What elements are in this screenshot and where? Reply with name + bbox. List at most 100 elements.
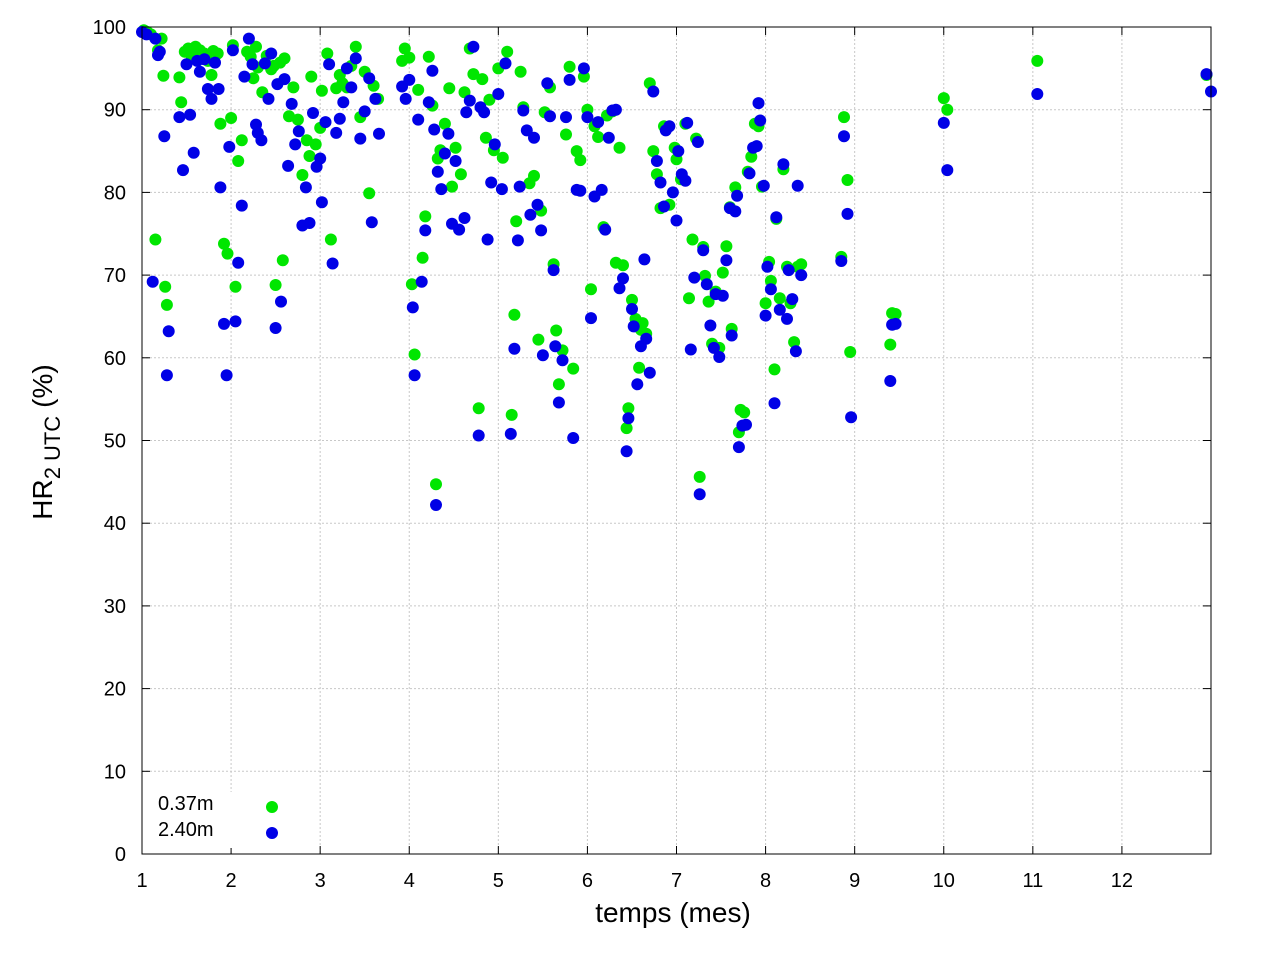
data-point [716, 266, 729, 279]
data-point [761, 260, 774, 273]
y-tick-label: 80 [104, 182, 126, 204]
data-point [269, 279, 282, 291]
x-tick-label: 10 [933, 870, 955, 892]
data-point [232, 155, 245, 167]
data-point [289, 138, 302, 151]
data-point [884, 338, 897, 351]
y-tick-label: 90 [104, 100, 126, 122]
data-point [299, 181, 312, 194]
data-point [937, 116, 950, 129]
data-point [303, 217, 316, 229]
data-point [889, 317, 902, 330]
data-point [556, 354, 569, 367]
data-point [716, 289, 729, 302]
data-point [617, 259, 629, 272]
data-point [617, 272, 629, 285]
data-point [841, 207, 854, 220]
data-point [754, 114, 767, 127]
legend-marker-0 [266, 801, 278, 813]
data-point [686, 233, 699, 246]
data-point [209, 56, 221, 69]
data-point [602, 131, 615, 144]
data-point [791, 179, 804, 192]
data-point [532, 333, 545, 346]
data-point [496, 151, 509, 164]
data-point [278, 52, 291, 65]
data-point [835, 255, 848, 267]
data-point [627, 320, 640, 333]
data-point [720, 240, 733, 253]
data-point [795, 269, 808, 282]
data-point [262, 92, 275, 105]
data-point [307, 107, 319, 119]
data-point [585, 312, 597, 325]
data-point [567, 362, 580, 375]
data-point [177, 164, 189, 177]
y-axis-title-main: HR [27, 479, 58, 519]
data-point [838, 130, 850, 143]
data-point [363, 72, 376, 85]
x-tick-label: 9 [849, 870, 860, 892]
y-tick-label: 10 [104, 761, 126, 783]
data-point [140, 28, 153, 41]
data-point [146, 275, 159, 288]
data-point [845, 411, 858, 424]
data-point [732, 441, 745, 454]
data-point [492, 88, 505, 100]
data-point [757, 179, 770, 192]
data-point [291, 113, 304, 126]
data-point [430, 499, 442, 511]
data-point [574, 154, 587, 167]
data-point [479, 131, 492, 144]
data-point [292, 125, 305, 138]
data-point [567, 432, 580, 444]
data-point [838, 111, 850, 124]
data-point [415, 275, 428, 288]
data-point [613, 282, 626, 295]
data-point [403, 51, 416, 64]
data-point [488, 138, 501, 151]
data-point [428, 123, 441, 136]
data-point [435, 183, 448, 196]
data-point [460, 106, 473, 119]
data-point [275, 295, 287, 308]
data-point [574, 184, 587, 197]
data-point [193, 65, 206, 78]
data-point [626, 293, 638, 306]
data-point [363, 187, 376, 200]
data-point [683, 292, 695, 305]
data-point [467, 40, 480, 53]
data-point [684, 343, 697, 356]
data-point [520, 124, 533, 137]
data-point [592, 116, 605, 129]
data-point [354, 132, 367, 145]
y-axis-title: HR2 UTC (%) [27, 364, 65, 519]
data-point [570, 145, 583, 158]
data-point [941, 164, 954, 177]
data-point [622, 402, 635, 415]
data-point [153, 45, 166, 58]
y-tick-label: 50 [104, 431, 126, 453]
data-point [214, 181, 227, 194]
data-point [187, 146, 200, 159]
data-point [349, 52, 362, 65]
data-point [679, 174, 692, 187]
y-tick-label: 70 [104, 265, 126, 287]
data-point [358, 105, 371, 118]
data-point [764, 274, 777, 287]
x-tick-label: 8 [760, 870, 771, 892]
data-point [408, 369, 421, 382]
data-point [738, 406, 751, 419]
data-point [524, 208, 537, 221]
data-point [528, 131, 540, 144]
data-point [453, 223, 466, 236]
data-point [205, 69, 218, 81]
data-point [499, 57, 512, 70]
data-point [631, 378, 644, 391]
data-point [349, 40, 362, 53]
data-point [408, 348, 421, 361]
data-point [403, 73, 416, 86]
data-point [510, 215, 523, 228]
